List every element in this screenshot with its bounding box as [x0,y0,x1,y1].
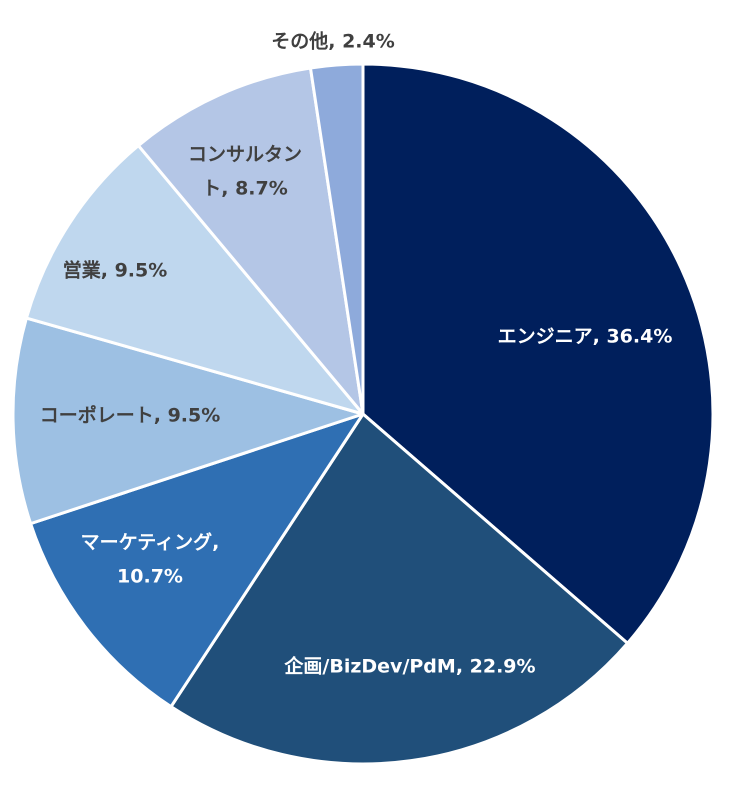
pie-slice [24,144,365,416]
data-label-line: 営業, 9.5% [63,259,168,282]
pie-slice [169,412,630,766]
data-label-line: 企画/BizDev/PdM, 22.9% [283,655,535,678]
data-label-line: エンジニア, 36.4% [498,326,673,348]
pie-slices [11,62,715,766]
data-label: 企画/BizDev/PdM, 22.9% [283,655,535,678]
data-label: コンサルタント, 8.7% [188,144,302,200]
data-label-line: マーケティング, [81,531,220,554]
data-label: 営業, 9.5% [63,259,168,282]
data-labels: エンジニア, 36.4% 企画/BizDev/PdM, 22.9% マーケティング,… [40,30,673,678]
data-label: エンジニア, 36.4% [498,326,673,348]
data-label: マーケティング, 10.7% [81,531,220,588]
pie-slice [136,66,365,416]
pie-slice [29,412,365,709]
pie-slice [361,62,715,645]
data-label: コーポレート, 9.5% [40,404,221,427]
data-label-line: コンサルタン [188,144,302,166]
data-label-line: 10.7% [117,566,183,588]
data-label-line: コーポレート, 9.5% [40,404,221,427]
pie-slice [308,62,365,416]
data-label: その他, 2.4% [271,30,395,53]
data-label-line: その他, 2.4% [271,30,395,53]
pie-slice [11,316,365,526]
data-label-line: ト, 8.7% [202,178,288,200]
